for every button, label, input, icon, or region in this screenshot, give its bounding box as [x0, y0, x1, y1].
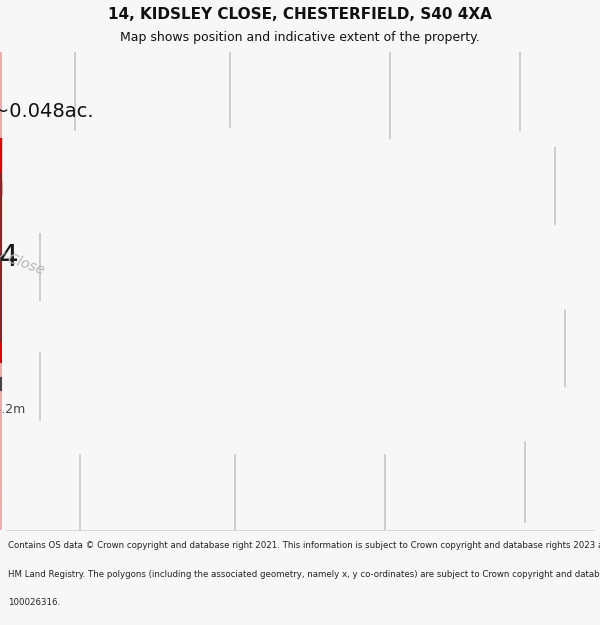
Text: Contains OS data © Crown copyright and database right 2021. This information is : Contains OS data © Crown copyright and d…	[8, 541, 600, 551]
Text: HM Land Registry. The polygons (including the associated geometry, namely x, y c: HM Land Registry. The polygons (includin…	[8, 570, 600, 579]
Text: 14: 14	[0, 243, 20, 272]
Text: 14, KIDSLEY CLOSE, CHESTERFIELD, S40 4XA: 14, KIDSLEY CLOSE, CHESTERFIELD, S40 4XA	[108, 7, 492, 22]
Text: ~23.2m: ~23.2m	[0, 403, 26, 416]
Text: Map shows position and indicative extent of the property.: Map shows position and indicative extent…	[120, 31, 480, 44]
Text: ~194m²/~0.048ac.: ~194m²/~0.048ac.	[0, 102, 94, 121]
Text: Kidsley Close: Kidsley Close	[0, 233, 46, 278]
Text: 100026316.: 100026316.	[8, 598, 60, 608]
